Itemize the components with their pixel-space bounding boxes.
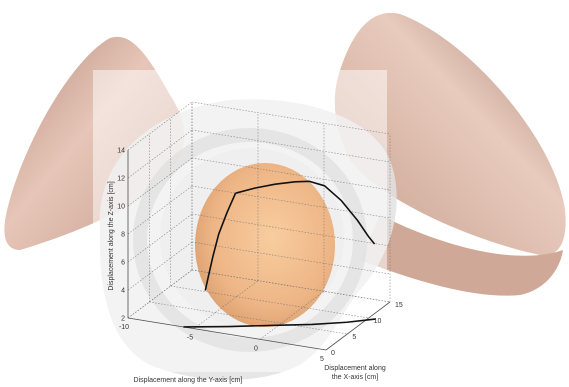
z-axis-label: Displacement along the Z-axis [cm] [108, 181, 115, 290]
axis-line-y [127, 317, 327, 351]
trajectory-series-line [204, 192, 237, 291]
trajectory-series-line [235, 180, 376, 245]
y-axis-label: Displacement along the Y-axis [cm] [134, 377, 243, 384]
z-tick-label: 8 [121, 232, 125, 239]
y-tick-label: 0 [254, 345, 258, 352]
grid-line [259, 291, 325, 340]
x-axis-label-line2: the X-axis [cm] [332, 374, 378, 381]
x-tick-label: 15 [395, 302, 403, 309]
grid-line [127, 185, 193, 235]
z-tick-label: 10 [117, 204, 125, 211]
trajectory-lines [183, 180, 376, 328]
axis-line-x [325, 301, 391, 351]
y-tick-label: -5 [187, 335, 193, 342]
y-tick-label: 5 [320, 356, 324, 363]
grid-line [149, 301, 348, 335]
grid-line [191, 269, 391, 303]
axes-grid [127, 101, 391, 351]
grid-line [191, 157, 391, 191]
grid-line [127, 157, 193, 207]
grid-line [170, 285, 369, 319]
grid-line [191, 129, 391, 163]
grid-line [127, 213, 193, 263]
trajectory-series-line [183, 318, 376, 328]
grid-line [127, 241, 193, 291]
x-tick-label: 0 [331, 350, 335, 357]
grid-line [127, 101, 193, 151]
x-tick-label: 5 [352, 334, 356, 341]
x-axis-label-line1: Displacement along [324, 365, 386, 372]
x-tick-label: 10 [374, 318, 382, 325]
z-tick-label: 14 [117, 148, 125, 155]
grid-line [193, 280, 259, 329]
z-tick-label: 6 [121, 260, 125, 267]
pelvis-lower-right [360, 215, 563, 296]
z-tick-label: 2 [121, 316, 125, 323]
grid-line [127, 129, 193, 179]
grid-line [191, 241, 391, 275]
y-tick-label: -10 [119, 324, 129, 331]
z-tick-label: 4 [121, 288, 125, 295]
grid-line [127, 269, 193, 319]
grid-line [191, 185, 391, 219]
z-tick-label: 12 [117, 176, 125, 183]
grid-line [191, 101, 391, 135]
